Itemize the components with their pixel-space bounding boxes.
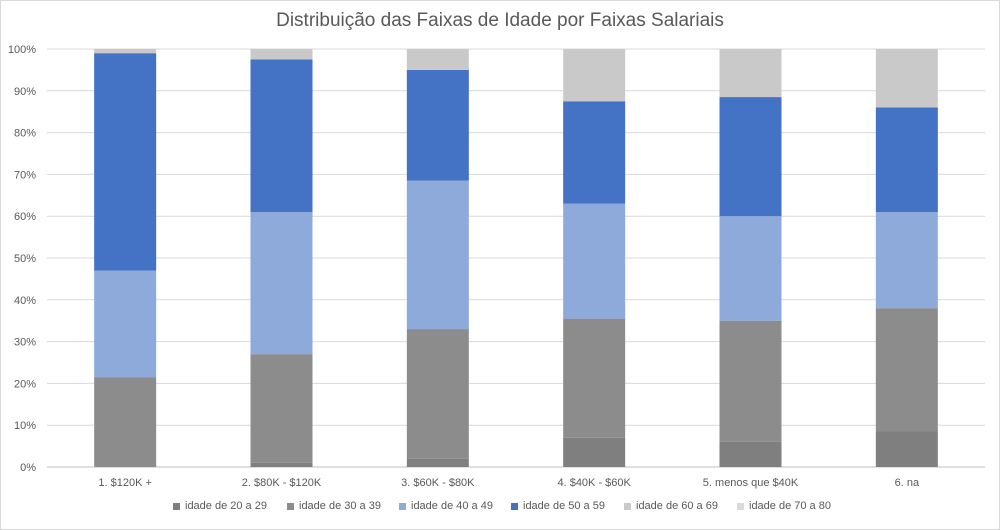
bar-segment bbox=[719, 216, 782, 321]
legend-swatch bbox=[287, 502, 294, 510]
y-tick-label: 70% bbox=[14, 169, 36, 181]
legend-swatch bbox=[624, 502, 631, 510]
bar-segment bbox=[406, 69, 469, 181]
y-tick-label: 40% bbox=[14, 295, 36, 307]
y-tick-label: 20% bbox=[14, 378, 36, 390]
bar-segment bbox=[406, 458, 469, 467]
x-tick-label: 2. $80K - $120K bbox=[242, 477, 322, 489]
x-tick-label: 4. $40K - $60K bbox=[557, 477, 631, 489]
legend-label: idade de 70 a 80 bbox=[749, 500, 831, 512]
y-tick-label: 90% bbox=[14, 86, 36, 98]
legend-swatch bbox=[399, 502, 406, 510]
x-tick-label: 3. $60K - $80K bbox=[401, 477, 475, 489]
bar-segment bbox=[250, 59, 313, 213]
legend-item: idade de 60 a 69 bbox=[624, 500, 718, 512]
bar-segment bbox=[719, 97, 782, 217]
bar-segment bbox=[719, 441, 782, 467]
legend-item: idade de 30 a 39 bbox=[287, 500, 381, 512]
bar-segment bbox=[875, 49, 938, 108]
bar-segment bbox=[250, 462, 313, 467]
bar-segment bbox=[94, 377, 157, 467]
legend-swatch bbox=[737, 502, 744, 510]
bar-segment bbox=[563, 49, 626, 102]
bar-segment bbox=[719, 49, 782, 98]
bar-segment bbox=[875, 107, 938, 213]
bar-segment bbox=[250, 49, 313, 60]
legend-swatch bbox=[511, 502, 518, 510]
legend-label: idade de 20 a 29 bbox=[185, 500, 267, 512]
legend-item: idade de 20 a 29 bbox=[173, 500, 267, 512]
bar-segment bbox=[406, 49, 469, 70]
bar-segment bbox=[563, 437, 626, 467]
bar-segment bbox=[563, 101, 626, 204]
bar-segment bbox=[406, 329, 469, 459]
legend-label: idade de 30 a 39 bbox=[299, 500, 381, 512]
bar-segment bbox=[875, 431, 938, 467]
bar-segment bbox=[563, 318, 626, 438]
bar-segment bbox=[250, 354, 313, 463]
legend-item: idade de 40 a 49 bbox=[399, 500, 493, 512]
y-tick-label: 10% bbox=[14, 420, 36, 432]
legend-swatch bbox=[173, 502, 180, 510]
bar-segment bbox=[563, 203, 626, 319]
x-tick-label: 6. na bbox=[895, 477, 920, 489]
bar-segment bbox=[719, 320, 782, 442]
legend: idade de 20 a 29 idade de 30 a 39 idade de… bbox=[0, 500, 1000, 520]
x-tick-label: 1. $120K + bbox=[98, 477, 152, 489]
bar-segment bbox=[875, 308, 938, 432]
y-tick-label: 0% bbox=[20, 462, 36, 474]
bar-segment bbox=[94, 49, 157, 54]
legend-item: idade de 50 a 59 bbox=[511, 500, 605, 512]
y-tick-label: 30% bbox=[14, 337, 36, 349]
legend-label: idade de 50 a 59 bbox=[523, 500, 605, 512]
bar-segment bbox=[250, 212, 313, 355]
y-tick-label: 100% bbox=[8, 44, 36, 56]
y-tick-label: 80% bbox=[14, 128, 36, 140]
legend-item: idade de 70 a 80 bbox=[737, 500, 831, 512]
bar-segment bbox=[406, 180, 469, 330]
legend-label: idade de 40 a 49 bbox=[411, 500, 493, 512]
bar-segment bbox=[94, 270, 157, 378]
chart-title: Distribuição das Faixas de Idade por Fai… bbox=[276, 10, 724, 31]
y-tick-label: 60% bbox=[14, 211, 36, 223]
bar-segment bbox=[94, 53, 157, 271]
y-tick-label: 50% bbox=[14, 253, 36, 265]
x-tick-label: 5. menos que $40K bbox=[703, 477, 799, 489]
legend-label: idade de 60 a 69 bbox=[636, 500, 718, 512]
bar-segment bbox=[875, 212, 938, 309]
